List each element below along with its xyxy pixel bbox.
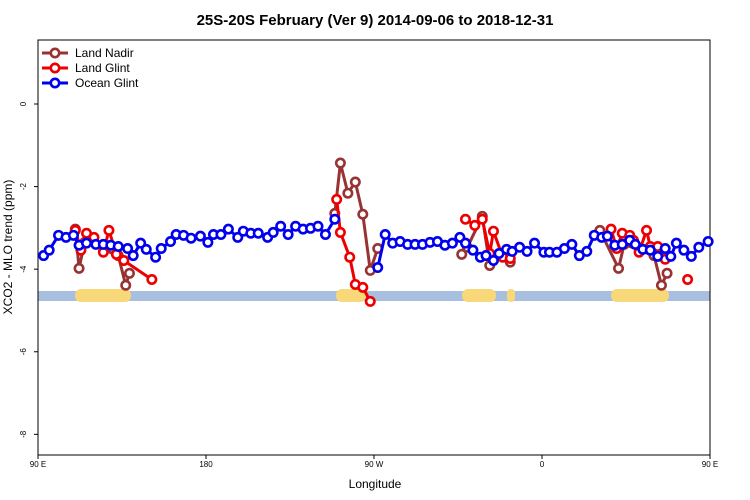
data-point — [357, 208, 369, 220]
data-point — [655, 279, 667, 291]
data-point — [123, 267, 135, 279]
data-point — [652, 250, 664, 262]
data-point — [693, 241, 705, 253]
data-point — [456, 248, 468, 260]
data-point — [670, 237, 682, 249]
x-axis-title: Longitude — [349, 477, 402, 491]
data-point — [372, 262, 384, 274]
x-tick-label: 90 W — [365, 460, 384, 469]
data-point — [185, 232, 197, 244]
data-point — [364, 295, 376, 307]
data-point — [659, 243, 671, 255]
ocean-band — [38, 291, 710, 301]
land-mask — [38, 289, 710, 302]
data-point — [529, 237, 541, 249]
data-point — [613, 262, 625, 274]
data-point — [140, 243, 152, 255]
data-point — [469, 219, 481, 231]
data-point — [103, 224, 115, 236]
data-point — [267, 226, 279, 238]
data-point — [122, 243, 134, 255]
data-point — [194, 230, 206, 242]
data-point — [629, 238, 641, 250]
legend-label: Ocean Glint — [75, 76, 139, 90]
data-point — [487, 255, 499, 267]
data-point — [155, 243, 167, 255]
y-tick-label: 0 — [19, 101, 28, 106]
data-point — [215, 228, 227, 240]
data-point — [459, 213, 471, 225]
legend-label: Land Glint — [75, 61, 130, 75]
data-point — [601, 230, 613, 242]
data-point — [120, 279, 132, 291]
data-point — [566, 238, 578, 250]
data-point — [685, 250, 697, 262]
data-point — [319, 228, 331, 240]
data-point — [459, 237, 471, 249]
land-patch — [75, 289, 131, 302]
x-tick-label: 90 E — [30, 460, 46, 469]
legend-marker — [49, 47, 61, 59]
data-point — [344, 251, 356, 263]
data-point — [467, 244, 479, 256]
data-point — [222, 223, 234, 235]
data-point — [127, 250, 139, 262]
data-point — [81, 237, 93, 249]
data-point — [665, 250, 677, 262]
data-point — [43, 244, 55, 256]
data-point — [329, 213, 341, 225]
data-point — [202, 236, 214, 248]
data-point — [379, 228, 391, 240]
y-tick-label: -8 — [19, 430, 28, 438]
data-point — [150, 251, 162, 263]
data-point — [678, 244, 690, 256]
data-point — [73, 262, 85, 274]
y-axis-title: XCO2 - MLO trend (ppm) — [1, 180, 15, 315]
x-tick-label: 0 — [540, 460, 545, 469]
land-patch — [336, 289, 366, 302]
y-tick-label: -2 — [19, 182, 28, 190]
data-point — [682, 274, 694, 286]
data-point — [165, 236, 177, 248]
data-point — [581, 245, 593, 257]
data-point — [252, 227, 264, 239]
land-patch — [611, 289, 669, 302]
data-point — [644, 244, 656, 256]
data-point — [487, 225, 499, 237]
data-point — [480, 250, 492, 262]
data-point — [446, 237, 458, 249]
data-point — [312, 220, 324, 232]
data-point — [342, 187, 354, 199]
y-tick-label: -4 — [19, 265, 28, 273]
data-point — [661, 267, 673, 279]
data-point — [357, 281, 369, 293]
data-point — [349, 176, 361, 188]
legend-marker — [49, 77, 61, 89]
data-point — [67, 229, 79, 241]
x-tick-label: 180 — [199, 460, 213, 469]
data-point — [331, 193, 343, 205]
data-point — [476, 213, 488, 225]
data-point — [334, 226, 346, 238]
data-point — [275, 220, 287, 232]
legend-marker — [49, 62, 61, 74]
x-tick-label: 90 E — [702, 460, 718, 469]
data-point — [334, 157, 346, 169]
chart-title: 25S-20S February (Ver 9) 2014-09-06 to 2… — [197, 12, 554, 29]
y-tick-label: -6 — [19, 348, 28, 356]
legend-label: Land Nadir — [75, 46, 134, 60]
data-point — [641, 224, 653, 236]
data-point — [118, 255, 130, 267]
data-point — [112, 240, 124, 252]
data-point — [282, 228, 294, 240]
land-patch — [507, 289, 515, 302]
data-point — [521, 245, 533, 257]
land-patch — [462, 289, 496, 302]
data-point — [702, 236, 714, 248]
data-point — [146, 274, 158, 286]
